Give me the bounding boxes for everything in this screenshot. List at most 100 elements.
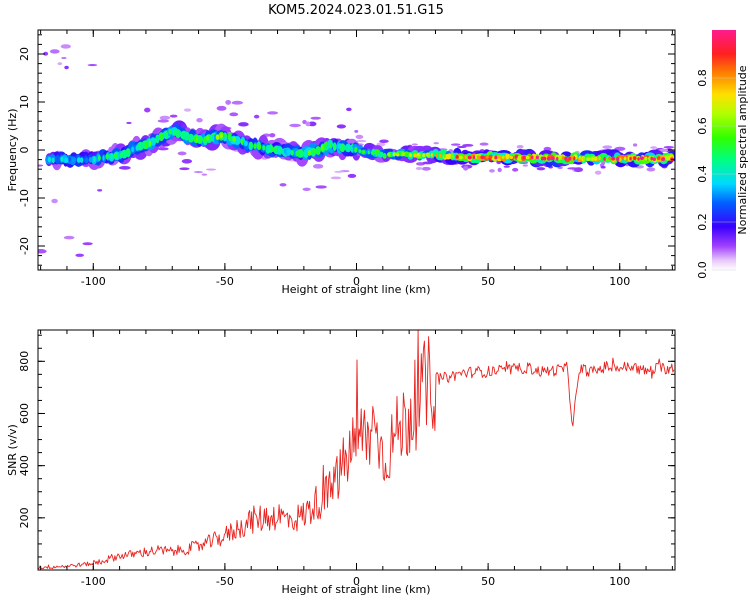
spectrogram-cell bbox=[392, 152, 396, 157]
spectrogram-cell bbox=[229, 135, 232, 141]
spectrogram-cell bbox=[578, 155, 582, 160]
spectrogram-xtick-label: 100 bbox=[609, 275, 630, 288]
spectrogram-cell bbox=[564, 156, 567, 161]
spectrogram-cell bbox=[240, 139, 244, 145]
spectrogram-cell bbox=[459, 155, 463, 160]
spectrogram-speckle bbox=[305, 121, 311, 127]
spectrogram-cell bbox=[123, 149, 127, 156]
spectrogram-speckle bbox=[60, 44, 71, 49]
snr-xtick-label: 0 bbox=[353, 575, 360, 588]
spectrogram-cell bbox=[203, 137, 208, 143]
spectrogram-cell bbox=[387, 152, 391, 157]
spectrogram-speckle bbox=[433, 142, 439, 145]
spectrogram-cell bbox=[396, 152, 400, 157]
snr-xlabel: Height of straight line (km) bbox=[281, 583, 430, 596]
spectrogram-speckle bbox=[462, 143, 474, 147]
spectrogram-cell bbox=[265, 145, 270, 152]
snr-series-line bbox=[38, 330, 675, 570]
spectrogram-xtick-label: -50 bbox=[216, 275, 234, 288]
spectrogram-speckle bbox=[279, 183, 287, 187]
spectrogram-speckle bbox=[573, 167, 584, 173]
spectrogram-cell bbox=[47, 156, 52, 163]
spectrogram-speckle bbox=[602, 145, 613, 149]
snr-ylabel: SNR (v/v) bbox=[6, 424, 19, 476]
spectrogram-cell bbox=[198, 137, 203, 144]
spectrogram-cell bbox=[97, 155, 101, 161]
spectrogram-speckle bbox=[421, 166, 431, 171]
spectrogram-speckle bbox=[497, 167, 502, 173]
spectrogram-ytick-label: 10 bbox=[18, 95, 31, 109]
spectrogram-cell bbox=[582, 157, 586, 162]
spectrogram-xlabel: Height of straight line (km) bbox=[281, 283, 430, 296]
spectrogram-speckle bbox=[267, 111, 279, 115]
spectrogram-speckle bbox=[308, 121, 317, 127]
spectrogram-cell bbox=[556, 156, 559, 161]
spectrogram-cell bbox=[184, 133, 189, 140]
spectrogram-cell bbox=[573, 156, 576, 161]
spectrogram-speckle bbox=[646, 167, 656, 172]
spectrogram-speckle bbox=[82, 242, 93, 246]
spectrogram-cell bbox=[211, 134, 215, 141]
spectrogram-speckle bbox=[159, 115, 171, 120]
spectrogram-speckle bbox=[355, 134, 364, 140]
spectrogram-cell bbox=[416, 152, 421, 157]
spectrogram-speckle bbox=[516, 145, 524, 149]
spectrogram-cell bbox=[608, 156, 611, 161]
spectrogram-cell bbox=[320, 144, 325, 151]
spectrogram-cell bbox=[333, 143, 336, 150]
spectrogram-cell bbox=[451, 154, 455, 159]
spectrogram-cell bbox=[540, 156, 544, 161]
spectrogram-speckle bbox=[183, 108, 192, 112]
colorbar-gradient bbox=[712, 30, 736, 270]
spectrogram-cell bbox=[102, 155, 105, 161]
spectrogram-speckle bbox=[118, 165, 131, 170]
spectrogram-cell bbox=[435, 153, 439, 158]
spectrogram-cell bbox=[598, 156, 601, 161]
colorbar-tick-label: 0.4 bbox=[696, 165, 709, 183]
spectrogram-cell bbox=[312, 148, 316, 154]
spectrogram-cell bbox=[295, 150, 300, 157]
spectrogram-cell bbox=[586, 157, 591, 162]
spectrogram-speckle bbox=[216, 105, 227, 111]
spectrogram-cell bbox=[472, 155, 476, 160]
snr-ytick-label: 800 bbox=[18, 351, 31, 372]
spectrogram-xtick-label: 50 bbox=[481, 275, 495, 288]
spectrogram-cell bbox=[650, 156, 654, 161]
spectrogram-speckle bbox=[658, 148, 669, 152]
spectrogram-cell bbox=[413, 153, 417, 158]
spectrogram-cell bbox=[290, 149, 294, 156]
spectrogram-speckle bbox=[177, 151, 187, 156]
snr-ticks: -100 -50 0 50 100 200 400 600 800 bbox=[18, 330, 675, 588]
spectrogram-ytick-label: -20 bbox=[18, 237, 31, 255]
spectrogram-xtick-label: -100 bbox=[81, 275, 106, 288]
spectrogram-speckle bbox=[157, 119, 170, 123]
spectrogram-cell bbox=[224, 132, 227, 139]
spectrogram-speckle bbox=[411, 143, 419, 146]
spectrogram-cell bbox=[439, 153, 442, 158]
spectrogram-cell bbox=[135, 145, 140, 151]
spectrogram-cell bbox=[262, 144, 266, 151]
colorbar-label: Normalized spectral amplitude bbox=[736, 65, 749, 234]
spectrogram-cell bbox=[168, 128, 172, 135]
spectrogram-cell bbox=[476, 155, 480, 160]
spectrogram-speckle bbox=[196, 117, 203, 123]
spectrogram-cell bbox=[652, 157, 656, 162]
spectrogram-cell bbox=[422, 153, 426, 158]
spectrogram-cell bbox=[274, 146, 278, 153]
spectrogram-speckle bbox=[169, 114, 178, 118]
spectrogram-cell bbox=[542, 156, 547, 161]
spectrogram-cell bbox=[525, 155, 530, 160]
spectrogram-ytick-label: -10 bbox=[18, 189, 31, 207]
spectrogram-speckle bbox=[38, 164, 44, 167]
spectrogram-marks bbox=[38, 44, 675, 257]
spectrogram-speckle bbox=[181, 158, 193, 164]
spectrogram-speckle bbox=[456, 145, 467, 149]
spectrogram-cell bbox=[351, 146, 354, 153]
spectrogram-speckle bbox=[126, 121, 132, 124]
spectrogram-speckle bbox=[315, 185, 327, 189]
spectrogram-speckle bbox=[479, 142, 489, 146]
spectrogram-cell bbox=[88, 156, 93, 163]
spectrogram-cell bbox=[480, 155, 485, 160]
spectrogram-cell bbox=[76, 157, 81, 163]
spectrogram-cell bbox=[302, 151, 307, 157]
